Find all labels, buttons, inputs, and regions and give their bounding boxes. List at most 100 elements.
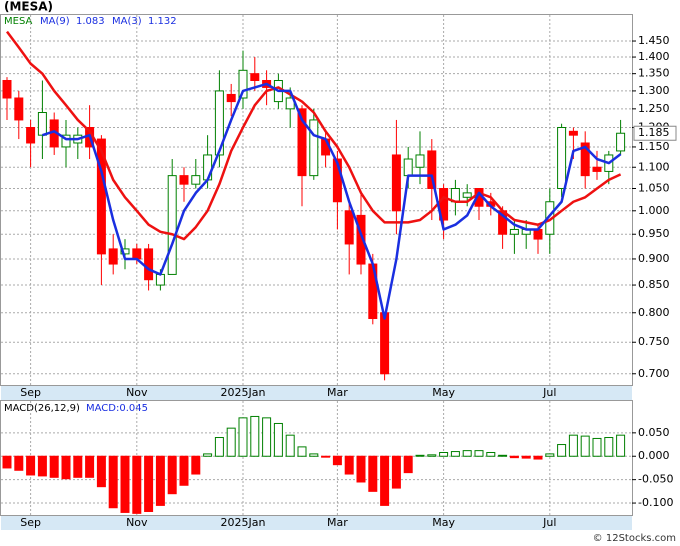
macd-bar (498, 454, 508, 457)
macd-bar (332, 455, 342, 466)
macd-bar (368, 455, 378, 492)
candle-body (403, 158, 413, 177)
candle-body (391, 154, 401, 212)
macd-bar (616, 434, 626, 457)
candle-body (356, 214, 366, 265)
macd-bar (179, 455, 189, 486)
candle-body (120, 248, 130, 255)
candle-body (144, 248, 154, 281)
price-x-band (1, 386, 632, 400)
y-tick-label: 1.000 (638, 204, 670, 217)
macd-bar (439, 451, 449, 457)
candle-body (309, 119, 319, 177)
macd-bar (415, 454, 425, 457)
x-tick-label: 2025Jan (221, 516, 266, 529)
macd-bar (26, 455, 36, 476)
candle-body (427, 150, 437, 190)
candle-body (297, 108, 307, 177)
macd-bar (486, 451, 496, 457)
macd-bar (262, 417, 272, 457)
x-tick-label: Jul (542, 516, 556, 529)
macd-bar (132, 455, 142, 514)
candle-body (238, 69, 248, 99)
macd-bar (344, 455, 354, 475)
macd-bar (144, 455, 154, 512)
ticker-legend: MESA (4, 16, 32, 27)
macd-bar (521, 455, 531, 459)
macd-bar (380, 455, 390, 506)
macd-bar (250, 415, 260, 457)
legend-name: MA(3) (112, 16, 142, 27)
macd-bar (155, 455, 165, 506)
macd-bar (509, 455, 519, 459)
y-tick-label: 1.450 (638, 34, 670, 47)
y-tick-label: 1.250 (638, 102, 670, 115)
y-tick-label: 0.850 (638, 278, 670, 291)
candle-body (132, 248, 142, 260)
candle-body (179, 175, 189, 185)
candle-body (380, 312, 390, 375)
macd-indicator: MACD:0.045 (86, 403, 148, 414)
candle-body (108, 248, 118, 265)
macd-bar (568, 434, 578, 457)
x-tick-label: Nov (126, 516, 148, 529)
candle-body (226, 93, 236, 103)
macd-bar (73, 455, 83, 478)
macd-bar (297, 446, 307, 457)
macd-bar (533, 455, 543, 460)
x-tick-label: Sep (20, 386, 41, 399)
legend-name: MA(9) (40, 16, 70, 27)
macd-bar (462, 450, 472, 457)
macd-bar (427, 454, 437, 457)
macd-bar (203, 453, 213, 457)
macd-bar (580, 435, 590, 457)
candle-body (580, 142, 590, 177)
y-tick-label: 1.300 (638, 84, 670, 97)
candle-body (2, 79, 12, 99)
macd-bar (592, 437, 602, 457)
macd-bar (167, 455, 177, 495)
x-tick-label: 2025Jan (221, 386, 266, 399)
macd-bar (474, 450, 484, 457)
macd-bar (96, 455, 106, 488)
price-tag-box (633, 125, 677, 141)
watermark: © 12Stocks.com (593, 533, 676, 544)
macd-bar (391, 455, 401, 489)
candle-body (14, 97, 24, 121)
macd-bar (14, 455, 24, 471)
candle-body (616, 132, 626, 152)
macd-title: MACD(26,12,9) (4, 403, 80, 414)
macd-bar (321, 455, 331, 458)
y-tick-label: 0.700 (638, 367, 670, 380)
y-tick-label: 0.950 (638, 227, 670, 240)
macd-bar (226, 427, 236, 457)
x-tick-label: May (432, 516, 455, 529)
y-tick-label: 0.000 (638, 449, 670, 462)
macd-frame (0, 400, 633, 516)
candle-body (191, 175, 201, 185)
macd-bar (557, 444, 567, 457)
macd-bar (61, 455, 71, 480)
candle-body (344, 210, 354, 245)
macd-bar (273, 422, 283, 457)
candle-body (155, 273, 165, 286)
candle-body (439, 188, 449, 221)
y-tick-label: -0.050 (638, 473, 673, 486)
candle-body (167, 175, 177, 275)
macd-bar (85, 455, 95, 478)
candle-body (96, 138, 106, 255)
legend-value: 1.132 (148, 16, 177, 27)
candle-body (415, 154, 425, 168)
macd-bar (285, 434, 295, 457)
candle-body (61, 134, 71, 148)
macd-x-band (1, 516, 632, 530)
macd-bar (191, 455, 201, 475)
macd-bar (356, 455, 366, 483)
macd-bar (108, 455, 118, 509)
ma-line (42, 82, 622, 320)
macd-bar (604, 437, 614, 457)
candle-body (557, 126, 567, 190)
price-tag-label: 1.185 (638, 126, 670, 139)
y-tick-label: 0.050 (638, 426, 670, 439)
